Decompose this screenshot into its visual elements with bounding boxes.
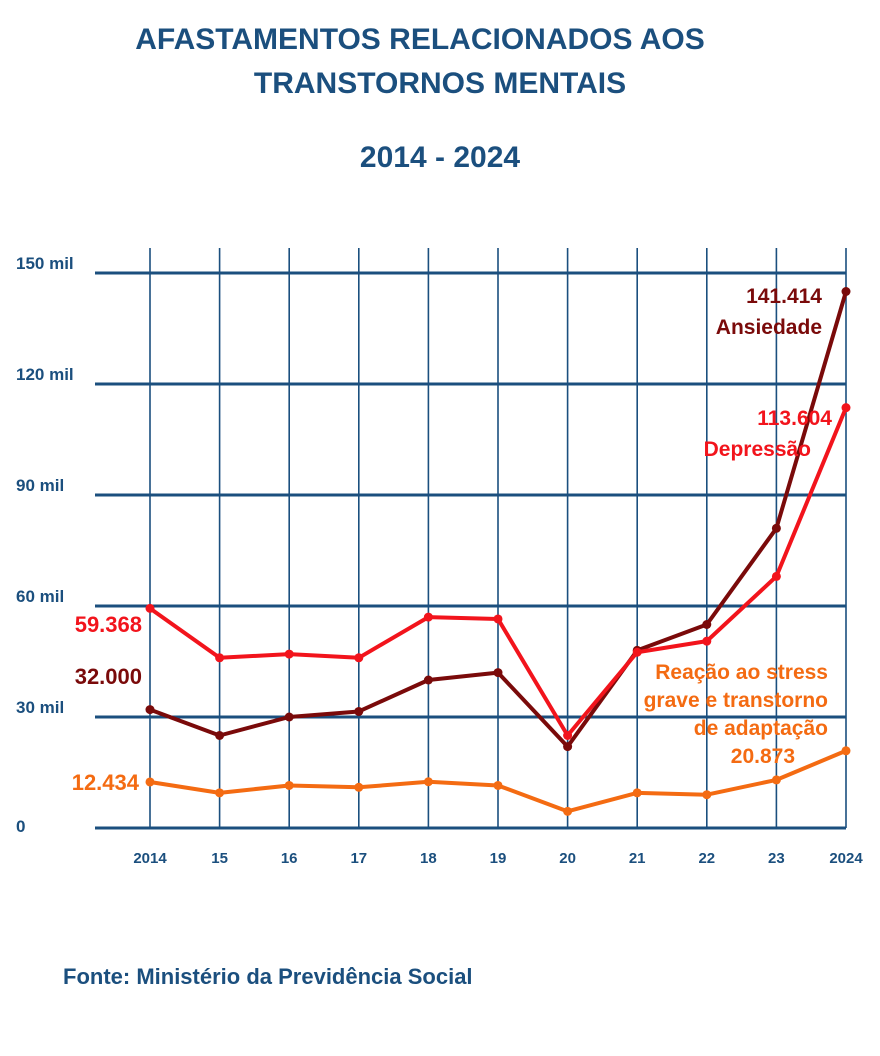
series-name-label: de adaptação [694, 717, 828, 740]
source-note: Fonte: Ministério da Previdência Social [63, 964, 473, 989]
data-point-ansiedade [354, 706, 364, 716]
data-point-depressao [563, 731, 573, 740]
y-tick-label: 0 [16, 817, 25, 836]
data-point-stress [771, 775, 781, 785]
x-tick-label: 21 [629, 850, 646, 867]
end-value-label: 141.414 [746, 285, 822, 308]
data-point-stress [563, 806, 573, 816]
x-tick-label: 16 [281, 850, 298, 867]
data-point-depressao [354, 653, 364, 663]
data-point-stress [423, 777, 433, 787]
data-point-stress [632, 788, 642, 798]
series-name-label: Ansiedade [716, 316, 822, 339]
x-tick-label: 15 [211, 850, 228, 867]
x-tick-label: 17 [350, 850, 367, 867]
series-lines [145, 287, 851, 816]
chart-subtitle: 2014 - 2024 [359, 141, 521, 174]
data-point-depressao [841, 403, 851, 413]
data-point-depressao [423, 612, 433, 622]
start-value-label: 12.434 [72, 770, 140, 795]
data-point-stress [354, 782, 364, 792]
data-point-ansiedade [423, 675, 433, 685]
x-tick-label: 19 [490, 850, 507, 867]
data-point-stress [145, 777, 155, 787]
data-point-depressao [702, 636, 712, 646]
data-point-ansiedade [563, 742, 573, 752]
data-point-stress [702, 790, 712, 800]
y-tick-label: 90 mil [16, 476, 64, 495]
data-point-ansiedade [841, 287, 851, 296]
chart-title-line2: TRANSTORNOS MENTAIS [253, 67, 627, 100]
y-tick-label: 150 mil [16, 254, 74, 273]
data-point-ansiedade [215, 731, 225, 740]
data-point-stress [493, 780, 503, 790]
x-tick-label: 20 [559, 850, 576, 867]
data-point-ansiedade [145, 705, 155, 715]
data-point-ansiedade [702, 620, 712, 629]
y-tick-label: 30 mil [16, 698, 64, 717]
axis-labels: 0 30 mil 60 mil 90 mil 120 mil 150 mil 2014 15 1… [16, 254, 863, 867]
series-name-label: Reação ao stress [655, 661, 828, 684]
x-tick-label: 2014 [133, 850, 167, 867]
data-point-depressao [215, 653, 225, 663]
data-point-stress [841, 746, 851, 756]
series-name-label: grave e transtorno [644, 689, 828, 712]
x-tick-label: 23 [768, 850, 785, 867]
start-value-label: 59.368 [75, 612, 142, 637]
data-labels: 59.368 32.000 12.434 141.414 Ansiedade 113.60… [72, 285, 833, 795]
data-point-ansiedade [493, 668, 503, 678]
end-value-label: 113.604 [757, 407, 832, 430]
y-tick-label: 120 mil [16, 365, 74, 384]
data-point-stress [284, 780, 294, 790]
chart-title-line1: AFASTAMENTOS RELACIONADOS AOS [135, 23, 705, 56]
data-point-depressao [284, 649, 294, 659]
x-tick-label: 18 [420, 850, 437, 867]
data-point-ansiedade [284, 712, 294, 722]
y-tick-label: 60 mil [16, 587, 64, 606]
x-tick-label: 22 [698, 850, 715, 867]
start-value-label: 32.000 [75, 664, 142, 689]
end-value-label: 20.873 [731, 745, 795, 768]
data-point-stress [215, 788, 225, 798]
series-name-label: Depressão [704, 438, 811, 461]
data-point-depressao [632, 647, 642, 657]
data-point-depressao [771, 571, 781, 581]
data-point-depressao [145, 603, 155, 613]
data-point-ansiedade [771, 523, 781, 533]
data-point-depressao [493, 614, 503, 624]
x-tick-label: 2024 [829, 850, 863, 867]
